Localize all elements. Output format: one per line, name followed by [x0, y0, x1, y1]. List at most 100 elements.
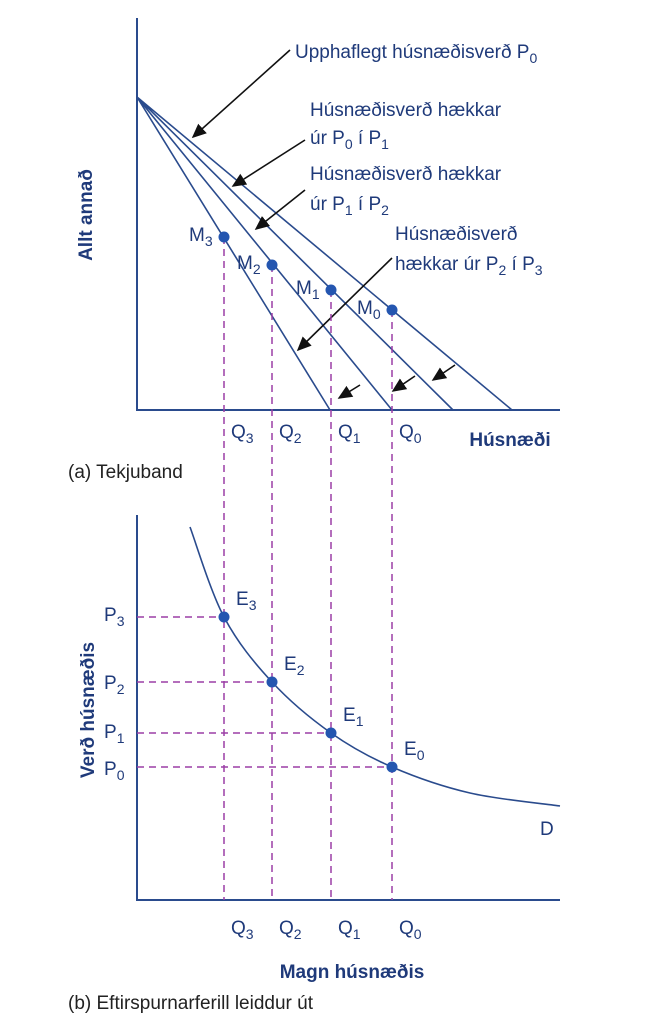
label-text: E: [343, 705, 356, 726]
label-text: úr P: [310, 194, 345, 215]
subscript: 3: [535, 262, 543, 278]
subscript: 2: [381, 202, 389, 218]
curve-label: D: [540, 819, 554, 840]
subscript: 1: [381, 136, 389, 152]
subscript: 3: [117, 613, 125, 629]
point: [325, 284, 337, 296]
quantity-label: Q0: [399, 918, 422, 942]
subscript: 1: [345, 202, 353, 218]
label-text: Q: [399, 918, 414, 939]
label-text: Q: [279, 422, 294, 443]
budget-lines: [136, 96, 513, 411]
annotation: hækkar úr P2 í P3: [395, 254, 543, 278]
price-label: P0: [104, 759, 125, 783]
y-axis-label: Allt annað: [76, 169, 97, 261]
point: [386, 761, 398, 773]
point-label: E1: [343, 705, 364, 729]
subscript: 2: [498, 262, 506, 278]
point-label: M2: [237, 253, 261, 277]
point: [266, 676, 278, 688]
label-text: M: [237, 253, 253, 274]
price-label: P3: [104, 605, 125, 629]
label-text: Q: [231, 422, 246, 443]
subscript: 2: [294, 926, 302, 942]
subscript: 2: [253, 261, 261, 277]
subscript: 1: [117, 730, 125, 746]
subscript: 0: [414, 926, 422, 942]
subscript: 2: [294, 430, 302, 446]
y-axis-label: Verð húsnæðis: [78, 642, 99, 778]
label-text: E: [404, 739, 417, 760]
label-text: Húsnæðisverð hækkar: [310, 100, 502, 121]
label-text: Húsnæðisverð: [395, 224, 518, 245]
annotation: Húsnæðisverð: [395, 224, 518, 245]
label-text: úr P: [310, 128, 345, 149]
caption: (b) Eftirspurnarferill leiddur út: [68, 993, 314, 1014]
label-text: Q: [338, 422, 353, 443]
subscript: 3: [205, 233, 213, 249]
quantity-label: Q2: [279, 422, 302, 446]
arrows: [191, 49, 456, 399]
point-label: E0: [404, 739, 425, 763]
x-axis-label: Magn húsnæðis: [280, 962, 425, 983]
label-text: í P: [353, 128, 382, 149]
label-text: Q: [338, 918, 353, 939]
annotation: úr P1 í P2: [310, 194, 389, 218]
quantity-label: Q2: [279, 918, 302, 942]
label-text: M: [296, 278, 312, 299]
subscript: 3: [246, 926, 254, 942]
annotation: Húsnæðisverð hækkar: [310, 100, 502, 121]
quantity-label: Q1: [338, 422, 361, 446]
label-text: E: [236, 589, 249, 610]
label-text: P: [104, 605, 117, 626]
point: [218, 231, 230, 243]
subscript: 3: [249, 597, 257, 613]
point: [218, 611, 230, 623]
label-text: hækkar úr P: [395, 254, 498, 275]
point: [386, 304, 398, 316]
subscript: 2: [297, 662, 305, 678]
subscript: 3: [246, 430, 254, 446]
point-label: E3: [236, 589, 257, 613]
quantity-label: Q0: [399, 422, 422, 446]
label-text: í P: [353, 194, 382, 215]
subscript: 1: [353, 926, 361, 942]
subscript: 0: [373, 306, 381, 322]
subscript: 0: [417, 747, 425, 763]
annotation: Húsnæðisverð hækkar: [310, 164, 502, 185]
label-text: Q: [399, 422, 414, 443]
point: [266, 259, 278, 271]
subscript: 0: [529, 50, 537, 66]
subscript: 2: [117, 681, 125, 697]
label-text: Upphaflegt húsnæðisverð P: [295, 42, 529, 63]
annotation: úr P0 í P1: [310, 128, 389, 152]
label-text: P: [104, 722, 117, 743]
label-text: E: [284, 654, 297, 675]
subscript: 1: [353, 430, 361, 446]
subscript: 0: [345, 136, 353, 152]
subscript: 0: [117, 767, 125, 783]
axes-b: [136, 515, 560, 901]
point: [325, 727, 337, 739]
subscript: 1: [312, 286, 320, 302]
axes-a: [136, 18, 560, 411]
quantity-label: Q3: [231, 422, 254, 446]
point-label: M0: [357, 298, 381, 322]
label-text: P: [104, 673, 117, 694]
price-label: P2: [104, 673, 125, 697]
subscript: 0: [414, 430, 422, 446]
label-text: Q: [279, 918, 294, 939]
label-text: í P: [506, 254, 535, 275]
label-text: Q: [231, 918, 246, 939]
annotation: Upphaflegt húsnæðisverð P0: [295, 42, 537, 66]
point-label: M3: [189, 225, 213, 249]
demand-curve: [189, 526, 561, 807]
x-axis-label: Húsnæði: [469, 430, 550, 451]
quantity-label: Q3: [231, 918, 254, 942]
label-text: M: [357, 298, 373, 319]
label-text: Húsnæðisverð hækkar: [310, 164, 502, 185]
quantity-label: Q1: [338, 918, 361, 942]
caption: (a) Tekjuband: [68, 462, 183, 483]
point-label: M1: [296, 278, 320, 302]
